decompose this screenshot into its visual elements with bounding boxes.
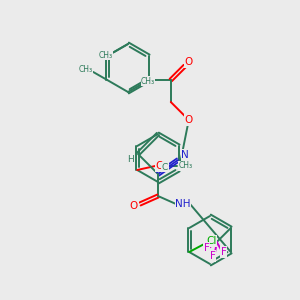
- Text: N: N: [181, 150, 189, 160]
- Text: F: F: [221, 247, 227, 257]
- Text: CH₃: CH₃: [141, 76, 155, 85]
- Text: CH₃: CH₃: [178, 161, 192, 170]
- Text: O: O: [185, 57, 193, 67]
- Text: O: O: [155, 161, 163, 171]
- Text: NH: NH: [175, 199, 191, 209]
- Text: F: F: [204, 243, 210, 253]
- Text: C: C: [162, 163, 168, 172]
- Text: CH₃: CH₃: [99, 50, 113, 59]
- Text: F: F: [210, 251, 216, 261]
- Text: H: H: [127, 154, 134, 164]
- Text: CH₃: CH₃: [78, 64, 92, 74]
- Text: Cl: Cl: [206, 236, 216, 246]
- Text: O: O: [130, 201, 138, 211]
- Text: O: O: [185, 115, 193, 125]
